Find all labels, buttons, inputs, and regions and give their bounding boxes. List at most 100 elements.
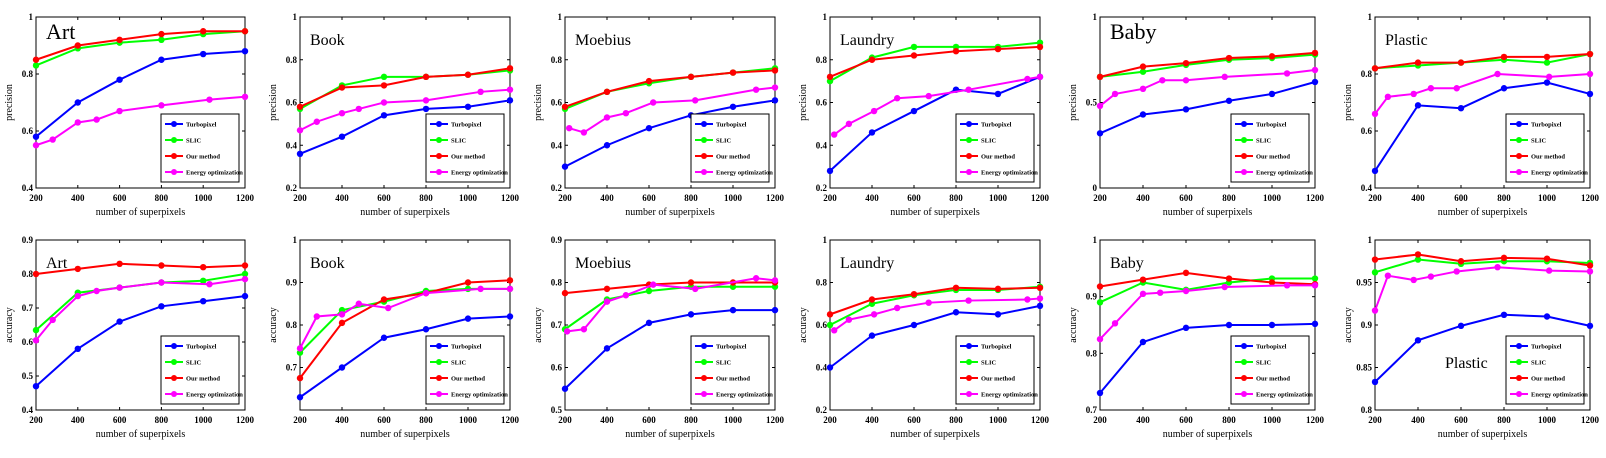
data-point: [338, 319, 346, 327]
data-point: [422, 326, 430, 333]
chart-panel-accuracy-laundry: 200 400 600 800 1000 1200 0.2 0.4 0.6 0.8 1 number …: [798, 235, 1050, 440]
legend-swatch-marker: [1241, 169, 1247, 175]
data-point: [49, 316, 56, 324]
data-point: [870, 107, 878, 115]
chart-title: Book: [310, 32, 345, 49]
x-tick-label: 1200: [236, 415, 255, 425]
x-axis-label: number of superpixels: [1163, 207, 1253, 218]
data-point: [1283, 70, 1291, 77]
x-tick-label: 800: [949, 415, 963, 425]
chart-title: Plastic: [1445, 355, 1488, 372]
legend-swatch-marker: [1516, 153, 1522, 159]
y-axis-label: precision: [4, 84, 15, 121]
series-line: [829, 286, 1041, 316]
series-turbopixel: [32, 48, 249, 140]
legend: Turbopixel SLIC Our method Energy optimizat…: [690, 335, 773, 405]
data-point: [603, 285, 611, 293]
legend-swatch-marker: [1516, 121, 1522, 127]
data-point: [826, 167, 834, 175]
legend-swatch-marker: [1241, 391, 1247, 397]
legend-swatch-marker: [1241, 121, 1247, 127]
data-point: [380, 73, 388, 81]
legend: Turbopixel SLIC Our method Energy optimizat…: [955, 335, 1038, 405]
data-point: [692, 97, 699, 104]
legend-swatch-marker: [171, 137, 177, 143]
series-our-method: [561, 67, 779, 110]
data-point: [1414, 256, 1422, 263]
y-tick-label: 0.7: [22, 303, 34, 313]
x-tick-label: 200: [558, 193, 572, 203]
data-point: [994, 285, 1002, 293]
y-axis-label: accuracy: [4, 307, 15, 343]
legend-swatch-marker: [701, 343, 707, 349]
y-tick-label: 0.8: [1361, 69, 1373, 79]
series-energy-optimization: [1371, 264, 1594, 314]
data-point: [563, 328, 571, 335]
data-point: [1139, 338, 1147, 346]
x-tick-label: 200: [293, 193, 307, 203]
legend-label: Energy optimization: [1256, 392, 1313, 399]
data-point: [74, 42, 82, 49]
data-point: [338, 364, 346, 371]
data-point: [894, 304, 901, 312]
data-point: [296, 127, 304, 134]
data-point: [561, 385, 569, 392]
data-point: [1586, 262, 1594, 269]
data-point: [952, 284, 960, 292]
y-axis-label: precision: [798, 84, 809, 121]
legend-label: Energy optimization: [451, 392, 508, 399]
legend-label: SLIC: [981, 360, 996, 367]
data-point: [650, 99, 657, 106]
x-tick-label: 200: [823, 193, 837, 203]
chart-panel-precision-plastic: 200 400 600 800 1000 1200 0.4 0.6 0.8 1 number of …: [1343, 12, 1600, 218]
y-tick-label: 1: [823, 235, 828, 245]
x-tick-label: 1200: [501, 193, 520, 203]
x-tick-label: 200: [1368, 415, 1382, 425]
legend-label: Our method: [981, 376, 1015, 383]
series-line: [35, 50, 246, 138]
legend-label: Energy optimization: [716, 392, 773, 399]
y-axis-label: accuracy: [268, 307, 279, 343]
x-tick-label: 600: [377, 415, 391, 425]
series-line: [564, 285, 775, 331]
data-point: [1225, 54, 1233, 62]
x-tick-label: 1000: [459, 415, 478, 425]
chart-title: Art: [46, 255, 68, 272]
series-line: [1374, 258, 1591, 274]
data-point: [1024, 75, 1031, 83]
data-point: [464, 71, 472, 78]
data-point: [1139, 85, 1147, 93]
y-tick-label: 0.6: [22, 337, 34, 347]
legend-label: SLIC: [1531, 138, 1546, 145]
y-tick-label: 0.2: [816, 405, 828, 415]
data-point: [74, 292, 82, 300]
series-energy-optimization: [1371, 70, 1594, 118]
x-tick-label: 1000: [724, 415, 743, 425]
data-point: [93, 116, 100, 123]
x-tick-label: 1200: [1031, 415, 1050, 425]
data-point: [1225, 321, 1233, 329]
data-point: [1268, 279, 1276, 286]
legend-swatch-marker: [966, 121, 972, 127]
x-tick-label: 600: [1179, 193, 1193, 203]
legend-swatch-marker: [436, 375, 442, 381]
series-line: [564, 99, 776, 168]
legend-swatch-marker: [436, 359, 442, 365]
y-tick-label: 0.9: [1086, 292, 1098, 302]
data-point: [338, 84, 346, 91]
y-axis-label: precision: [268, 84, 279, 121]
data-point: [771, 67, 779, 74]
y-tick-label: 0.2: [816, 183, 828, 193]
series-our-method: [1096, 49, 1319, 81]
data-point: [1036, 295, 1044, 302]
data-point: [645, 77, 653, 85]
data-point: [116, 284, 123, 291]
data-point: [422, 97, 430, 104]
chart-panel-accuracy-plastic: 200 400 600 800 1000 1200 0.8 0.85 0.9 0.95 1 numbe…: [1343, 235, 1600, 440]
data-point: [603, 345, 611, 352]
x-tick-label: 1200: [1031, 193, 1050, 203]
data-point: [729, 306, 737, 314]
legend-swatch-marker: [966, 153, 972, 159]
y-tick-label: 0.4: [816, 140, 828, 150]
data-point: [752, 86, 760, 93]
